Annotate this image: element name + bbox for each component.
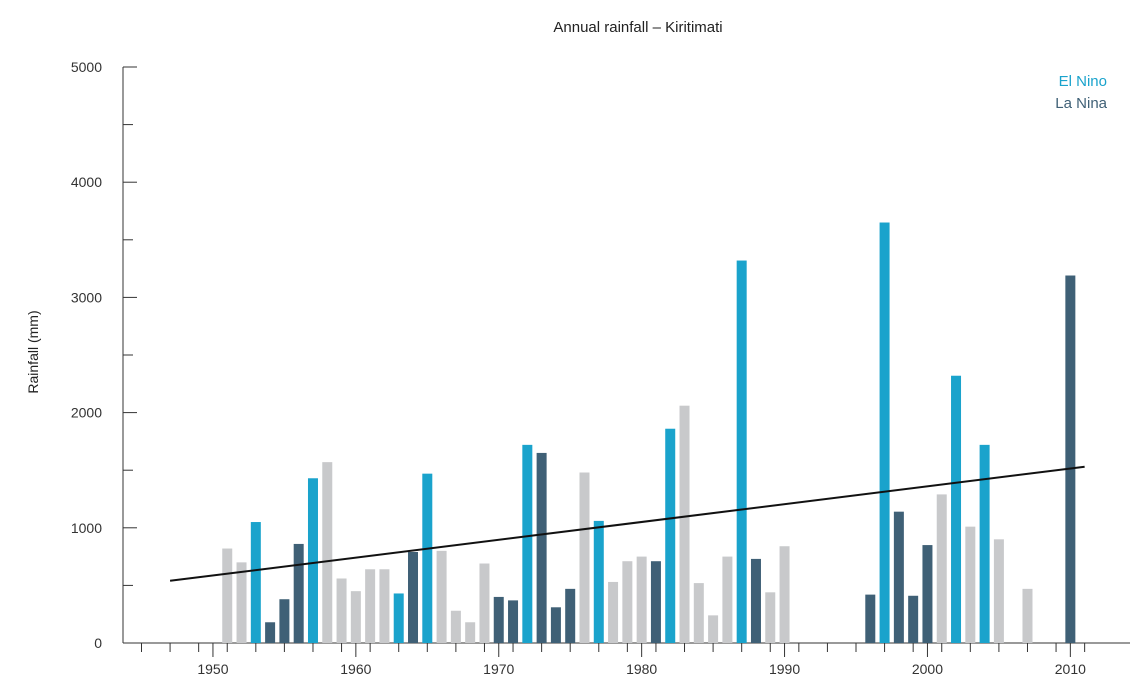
bar-1979	[622, 561, 633, 643]
legend-item-el-nino: El Nino	[1059, 73, 1107, 90]
y-tick-label: 4000	[71, 174, 102, 190]
bar-1953	[250, 522, 261, 643]
y-tick-label: 2000	[71, 405, 102, 421]
bar-1962	[379, 569, 390, 643]
trend-line	[169, 465, 1085, 582]
bar-1968	[465, 622, 476, 643]
bar-1955	[279, 599, 290, 643]
x-tick-label: 2010	[1055, 661, 1086, 677]
x-tick-label: 1960	[340, 661, 371, 677]
legend: El Nino La Nina	[1055, 73, 1107, 112]
bar-1954	[265, 622, 276, 643]
bar-1988	[750, 558, 761, 643]
chart-title: Annual rainfall – Kiritimati	[553, 19, 722, 36]
bar-2002	[951, 375, 962, 643]
x-tick-label: 1990	[769, 661, 800, 677]
bar-1977	[593, 520, 604, 643]
bar-1973	[536, 452, 547, 643]
y-tick-label: 0	[94, 635, 102, 651]
bar-1961	[365, 569, 376, 643]
bar-1990	[779, 546, 790, 643]
bar-1987	[736, 260, 747, 643]
bar-2004	[979, 444, 990, 643]
bar-1970	[493, 596, 504, 643]
bar-1965	[422, 473, 433, 643]
bar-1975	[565, 588, 576, 643]
bar-1986	[722, 556, 733, 643]
bar-1972	[522, 444, 533, 643]
bar-1999	[908, 595, 919, 643]
bar-2000	[922, 545, 933, 643]
bar-1952	[236, 562, 247, 643]
bar-1960	[350, 591, 361, 643]
bar-2003	[965, 526, 976, 643]
bar-1989	[765, 592, 776, 643]
bar-1959	[336, 578, 347, 643]
y-tick-label: 1000	[71, 520, 102, 536]
bar-1998	[893, 511, 904, 643]
bar-2005	[993, 539, 1004, 643]
bar-1980	[636, 556, 647, 643]
bar-1956	[293, 543, 304, 643]
bar-1974	[550, 607, 561, 643]
bar-1963	[393, 593, 404, 643]
x-tick-label: 1970	[483, 661, 514, 677]
x-axis: 1950 1960 1970 1980 1990 2000 2010	[123, 642, 1130, 677]
y-tick-label: 5000	[71, 59, 102, 75]
bar-1997	[879, 222, 890, 643]
bar-1982	[665, 428, 676, 643]
bar-1981	[650, 561, 661, 643]
bar-1984	[693, 583, 704, 643]
legend-item-la-nina: La Nina	[1055, 95, 1107, 112]
bar-2007	[1022, 588, 1033, 643]
bar-1969	[479, 563, 490, 643]
bar-1985	[708, 615, 719, 643]
y-tick-label: 3000	[71, 289, 102, 305]
bar-1971	[508, 600, 519, 643]
bar-1958	[322, 462, 333, 643]
y-axis-label: Rainfall (mm)	[25, 310, 41, 393]
x-tick-label: 1950	[197, 661, 228, 677]
bar-1966	[436, 550, 447, 643]
bar-1951	[222, 548, 233, 643]
trend-line-group	[169, 465, 1085, 582]
bar-1976	[579, 472, 590, 643]
bar-2001	[936, 494, 947, 643]
bar-1964	[408, 551, 419, 643]
bar-1978	[608, 581, 619, 643]
x-tick-label: 2000	[912, 661, 943, 677]
bar-2010	[1065, 275, 1076, 643]
bar-1967	[450, 610, 461, 643]
bar-1957	[307, 478, 318, 643]
y-axis: 0 1000 2000 3000 4000 5000	[71, 59, 137, 651]
bar-1983	[679, 405, 690, 643]
bars-group	[222, 222, 1076, 643]
x-tick-label: 1980	[626, 661, 657, 677]
bar-1996	[865, 594, 876, 643]
